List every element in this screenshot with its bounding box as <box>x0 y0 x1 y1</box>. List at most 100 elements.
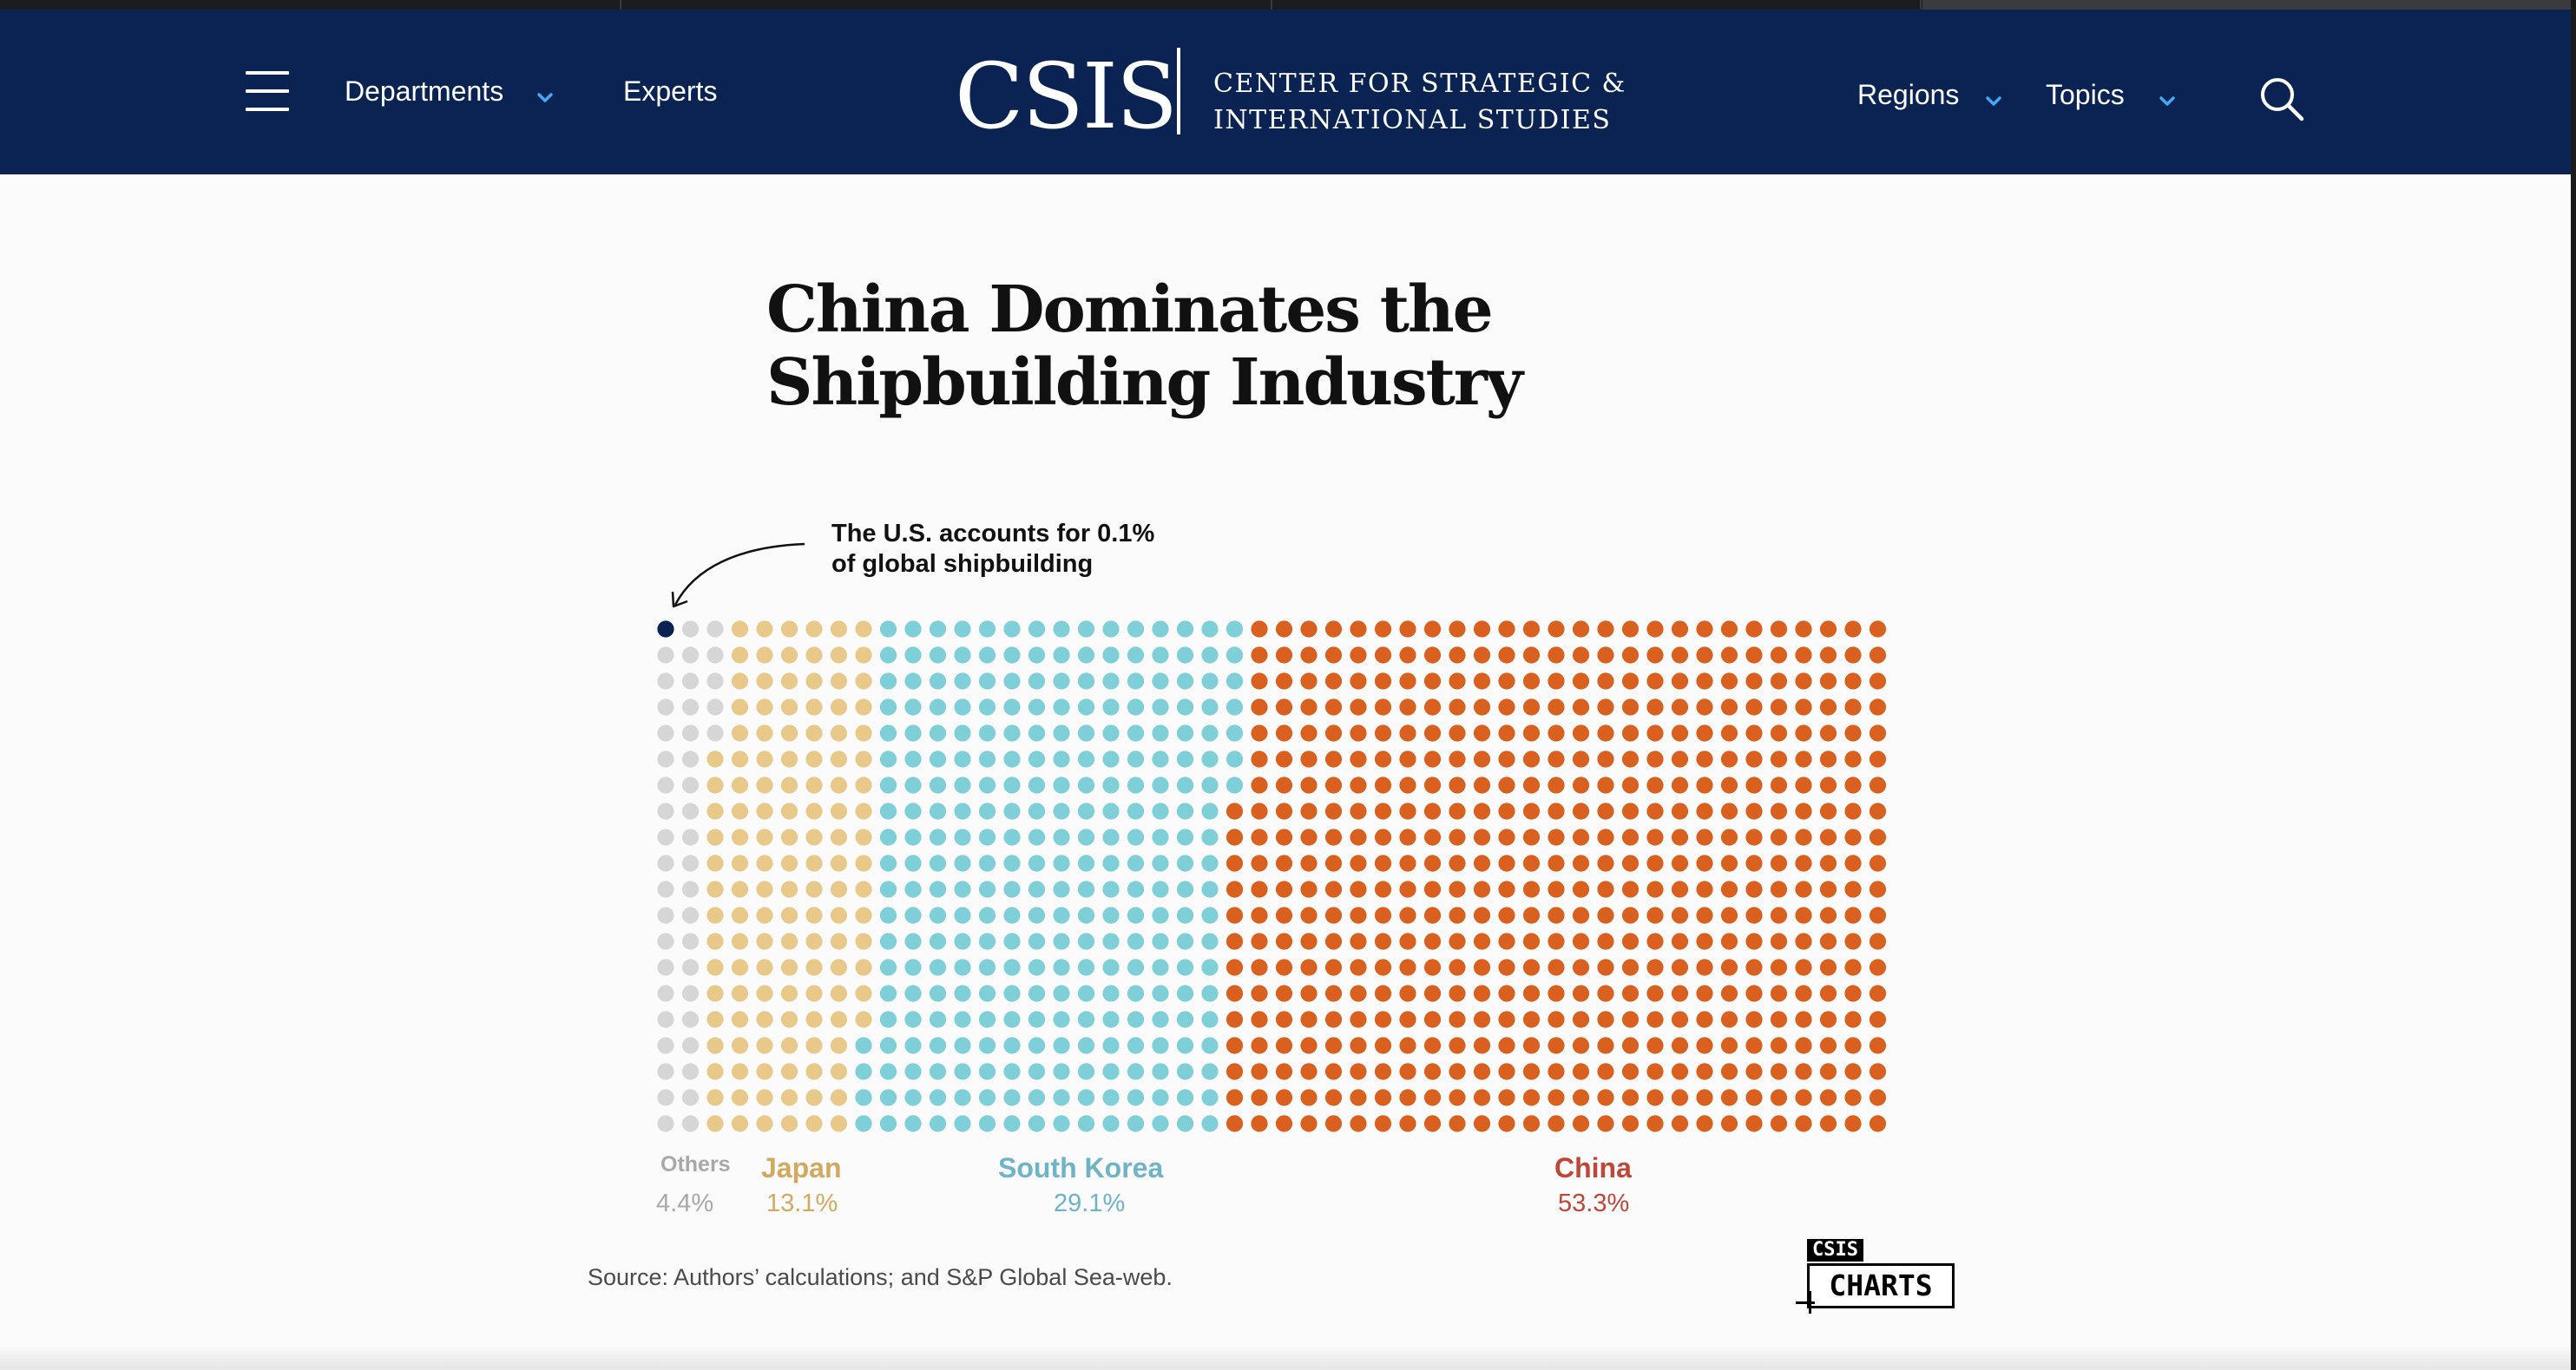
waffle-dot-china <box>1795 1037 1812 1054</box>
waffle-dot-china <box>1374 724 1392 742</box>
waffle-dot-china <box>1646 672 1664 690</box>
legend-china-value: 53.3% <box>1558 1190 1630 1217</box>
waffle-dot-others <box>657 933 674 950</box>
waffle-dot-china <box>1498 933 1515 950</box>
waffle-dot-south-korea <box>1201 881 1219 898</box>
waffle-dot-china <box>1300 724 1318 742</box>
waffle-dot-china <box>1621 724 1640 742</box>
waffle-dot-south-korea <box>1028 803 1046 820</box>
waffle-dot-south-korea <box>1028 855 1046 872</box>
waffle-dot-south-korea <box>978 933 996 950</box>
waffle-dot-japan <box>780 855 798 872</box>
waffle-dot-south-korea <box>954 829 971 846</box>
waffle-dot-japan <box>706 829 724 846</box>
browser-tab[interactable] <box>0 0 621 10</box>
waffle-dot-south-korea <box>1053 1063 1070 1080</box>
waffle-dot-china <box>1498 1089 1515 1106</box>
waffle-dot-china <box>1621 959 1640 976</box>
browser-tab[interactable] <box>621 0 1272 10</box>
waffle-dot-china <box>1399 1011 1416 1028</box>
waffle-dot-south-korea <box>1226 620 1244 638</box>
waffle-dot-china <box>1869 1037 1887 1054</box>
waffle-dot-south-korea <box>1053 724 1070 742</box>
waffle-dot-china <box>1399 1115 1416 1132</box>
waffle-dot-south-korea <box>929 1011 947 1028</box>
waffle-dot-china <box>1819 1115 1837 1132</box>
waffle-dot-china <box>1770 777 1788 794</box>
waffle-dot-china <box>1275 933 1293 950</box>
chevron-down-icon[interactable] <box>2158 91 2177 110</box>
waffle-dot-china <box>1548 933 1565 950</box>
nav-topics[interactable]: Topics <box>2046 79 2125 111</box>
waffle-dot-south-korea <box>954 1089 971 1106</box>
waffle-dot-japan <box>731 672 749 690</box>
waffle-dot-china <box>1696 672 1713 690</box>
nav-regions[interactable]: Regions <box>1857 79 1959 111</box>
waffle-dot-china <box>1621 829 1640 846</box>
waffle-dot-china <box>1251 803 1268 820</box>
waffle-dot-china <box>1869 803 1887 820</box>
waffle-dot-japan <box>830 751 848 768</box>
waffle-dot-china <box>1275 672 1293 690</box>
waffle-dot-china <box>1597 1115 1614 1132</box>
waffle-dot-south-korea <box>1152 672 1169 690</box>
waffle-dot-china <box>1275 751 1293 768</box>
waffle-dot-china <box>1720 751 1738 768</box>
waffle-dot-south-korea <box>1102 698 1120 716</box>
waffle-dot-china <box>1795 751 1812 768</box>
waffle-dot-china <box>1399 724 1416 742</box>
waffle-dot-china <box>1745 1011 1763 1028</box>
legend-china-name: China <box>1554 1152 1632 1183</box>
browser-tab-active[interactable] <box>1922 0 2576 10</box>
waffle-dot-south-korea <box>1077 829 1095 846</box>
waffle-dot-china <box>1720 1063 1738 1080</box>
waffle-dot-china <box>1720 698 1738 716</box>
waffle-dot-china <box>1548 1037 1565 1054</box>
waffle-dot-china <box>1473 1011 1491 1028</box>
waffle-dot-japan <box>805 1011 823 1028</box>
waffle-dot-south-korea <box>1028 907 1046 924</box>
waffle-dot-china <box>1548 1011 1565 1028</box>
browser-tab[interactable] <box>1272 0 1922 10</box>
waffle-dot-china <box>1251 933 1268 950</box>
waffle-dot-south-korea <box>978 646 996 664</box>
waffle-dot-japan <box>756 1011 773 1028</box>
waffle-dot-china <box>1226 1037 1244 1054</box>
waffle-dot-japan <box>731 959 749 976</box>
nav-experts[interactable]: Experts <box>623 75 717 108</box>
waffle-dot-south-korea <box>879 777 897 794</box>
waffle-dot-china <box>1844 1115 1862 1132</box>
waffle-dot-china <box>1621 1011 1640 1028</box>
waffle-dot-china <box>1473 724 1491 742</box>
waffle-dot-china <box>1795 907 1812 924</box>
waffle-dot-china <box>1251 907 1268 924</box>
waffle-dot-china <box>1572 646 1590 664</box>
waffle-dot-japan <box>780 829 798 846</box>
waffle-dot-china <box>1350 933 1367 950</box>
waffle-dot-china <box>1646 724 1664 742</box>
waffle-dot-china <box>1572 1115 1590 1132</box>
waffle-dot-china <box>1300 855 1318 872</box>
waffle-dot-china <box>1720 777 1738 794</box>
search-icon[interactable] <box>2258 75 2307 124</box>
waffle-dot-china <box>1671 698 1689 716</box>
chevron-down-icon[interactable] <box>536 88 555 107</box>
waffle-dot-china <box>1621 777 1640 794</box>
nav-departments[interactable]: Departments <box>345 75 503 108</box>
waffle-dot-china <box>1473 881 1491 898</box>
waffle-dot-south-korea <box>1102 1089 1120 1106</box>
waffle-dot-south-korea <box>1102 985 1120 1002</box>
waffle-dot-south-korea <box>1176 777 1194 794</box>
chevron-down-icon[interactable] <box>1984 91 2003 110</box>
waffle-dot-china <box>1844 698 1862 716</box>
waffle-dot-south-korea <box>1003 1037 1021 1054</box>
hamburger-icon[interactable] <box>246 69 289 113</box>
waffle-dot-south-korea <box>929 829 947 846</box>
waffle-dot-japan <box>830 881 848 898</box>
waffle-dot-south-korea <box>879 1089 897 1106</box>
waffle-dot-south-korea <box>904 698 922 716</box>
waffle-dot-south-korea <box>1077 881 1095 898</box>
waffle-dot-south-korea <box>929 985 947 1002</box>
nav-topics-label: Topics <box>2046 79 2125 110</box>
waffle-dot-others <box>681 751 700 768</box>
